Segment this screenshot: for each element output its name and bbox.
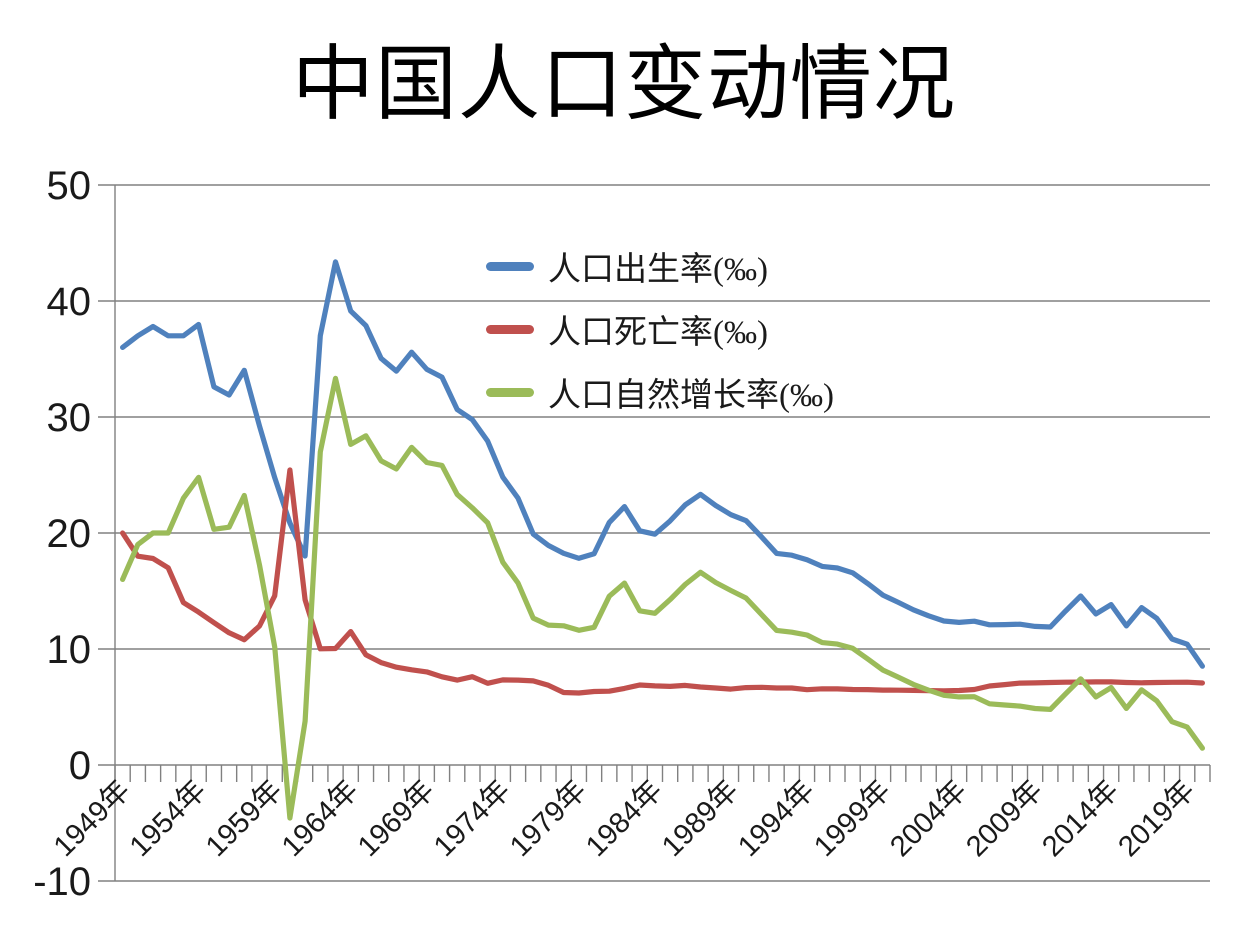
legend-item-birth-rate: 人口出生率(‰) [486,246,834,288]
series-line-natural-growth-rate [119,375,1206,821]
y-axis-label: 30 [47,396,92,440]
x-axis-label: 1999年 [807,774,896,863]
x-axis-label: 1949年 [47,774,136,863]
chart-title: 中国人口变动情况 [291,39,956,130]
x-axis-label: 2009年 [960,774,1049,863]
legend-label-death-rate: 人口死亡率(‰) [548,315,768,351]
series-line-death-rate [119,467,1206,696]
y-axis-label: 40 [47,280,92,324]
legend-item-death-rate: 人口死亡率(‰) [486,309,834,351]
x-axis-label: 1979年 [503,774,592,863]
x-axis-label: 1969年 [351,774,440,863]
x-axis-label: 1974年 [427,774,516,863]
x-axis-label: 2004年 [884,774,973,863]
y-axis-label: -10 [33,860,91,904]
legend-line-sample-death-rate [486,324,534,334]
legend: 人口出生率(‰) 人口死亡率(‰) 人口自然增长率(‰) [486,246,834,435]
y-axis-label: 0 [69,744,91,788]
legend-label-birth-rate: 人口出生率(‰) [548,252,768,288]
x-axis-label: 1994年 [731,774,820,863]
y-axis-label: 50 [47,164,92,208]
legend-line-sample-natural-growth-rate [486,387,534,397]
x-axis-label: 2014年 [1036,774,1125,863]
legend-label-natural-growth-rate: 人口自然增长率(‰) [548,378,834,414]
x-axis-label: 1989年 [655,774,744,863]
x-axis-label: 2019年 [1112,774,1201,863]
legend-item-natural-growth-rate: 人口自然增长率(‰) [486,372,834,414]
y-axis-label: 20 [47,512,92,556]
x-axis-label: 1954年 [123,774,212,863]
y-axis-label: 10 [47,628,92,672]
x-axis-label: 1959年 [199,774,288,863]
series-line-birth-rate [119,259,1206,669]
x-axis-label: 1984年 [579,774,668,863]
legend-line-sample-birth-rate [486,261,534,271]
